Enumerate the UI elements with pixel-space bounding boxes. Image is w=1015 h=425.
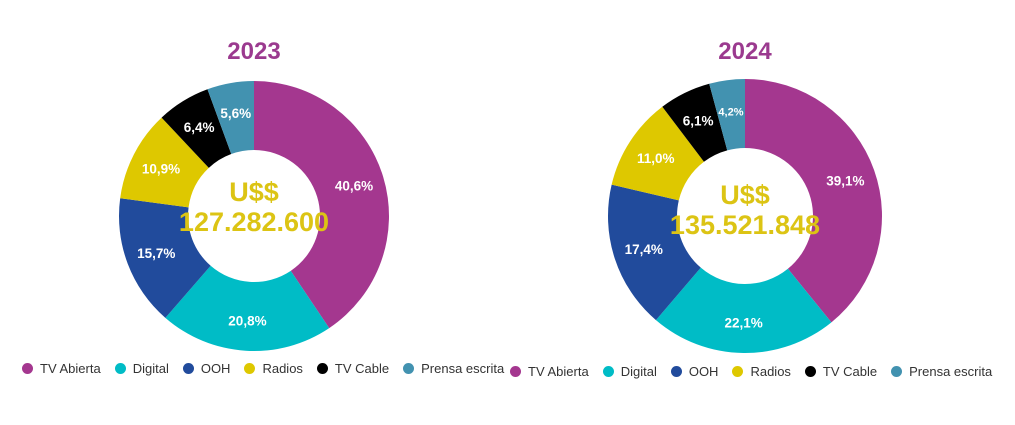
legend-swatch [510, 366, 521, 377]
legend-swatch [114, 363, 126, 374]
slice-digital [655, 267, 832, 353]
slice-prensa-escrita [709, 79, 745, 151]
legend-swatch [602, 366, 614, 377]
chart-title-2023: 2023 [227, 38, 281, 65]
currency-label: U$$ [229, 177, 279, 207]
legend-item: TV Abierta [510, 364, 589, 379]
legend-swatch [732, 366, 744, 377]
legend-item: Prensa escrita [891, 364, 992, 379]
legend-label: Radios [750, 364, 791, 379]
total-value: 127.282.600 [178, 207, 330, 237]
legend-item: OOH [182, 361, 231, 376]
data-label: 15,7% [137, 246, 175, 261]
data-label: 40,6% [335, 179, 373, 194]
slice-tv-cable [662, 83, 728, 162]
legend-label: Digital [620, 364, 657, 379]
data-label: 11,0% [637, 151, 675, 166]
center-total-2024: U$$ 135.521.848 [670, 180, 820, 240]
legend-label: TV Cable [822, 364, 878, 379]
legend-item: TV Abierta [22, 361, 101, 376]
legend-label: TV Abierta [528, 364, 589, 379]
slice-digital [165, 265, 330, 352]
slice-radios [120, 117, 209, 208]
slice-radios [611, 106, 704, 201]
slice-tv-abierta [745, 79, 882, 323]
legend-label: OOH [200, 361, 231, 376]
legend-swatch [403, 363, 415, 374]
legend-item: OOH [670, 364, 719, 379]
legend-label: TV Cable [334, 361, 390, 376]
legend-swatch [891, 366, 903, 377]
legend-label: OOH [688, 364, 719, 379]
legend-swatch [316, 363, 328, 374]
center-total-2023: U$$ 127.282.600 [179, 177, 329, 237]
data-label: 6,1% [683, 113, 714, 128]
legend-2024: TV Abierta Digital OOH Radios TV Cable Prensa… [510, 364, 1006, 379]
data-label: 5,6% [220, 106, 251, 121]
legend-item: Radios [244, 361, 303, 376]
chart-title-2024: 2024 [718, 38, 772, 65]
data-label: 22,1% [725, 315, 763, 330]
total-value: 135.521.848 [669, 210, 821, 240]
legend-item: Digital [114, 361, 169, 376]
legend-swatch [22, 363, 33, 374]
legend-item: Prensa escrita [403, 361, 504, 376]
legend-swatch [670, 366, 682, 377]
slice-prensa-escrita [207, 81, 254, 155]
legend-swatch [182, 363, 194, 374]
legend-2023: TV Abierta Digital OOH Radios TV Cable Prensa… [22, 361, 518, 376]
legend-item: TV Cable [316, 361, 390, 376]
legend-item: Radios [732, 364, 791, 379]
data-label: 6,4% [184, 120, 215, 135]
slice-ooh [607, 184, 701, 321]
slice-tv-abierta [254, 81, 389, 329]
legend-swatch [804, 366, 816, 377]
data-label: 10,9% [142, 161, 180, 176]
legend-label: Prensa escrita [421, 361, 505, 376]
slice-ooh [118, 198, 211, 318]
data-label: 17,4% [625, 242, 663, 257]
data-label: 39,1% [826, 173, 864, 188]
data-label: 20,8% [228, 313, 266, 328]
currency-label: U$$ [720, 180, 770, 210]
legend-item: TV Cable [804, 364, 878, 379]
legend-label: Digital [132, 361, 169, 376]
legend-item: Digital [602, 364, 657, 379]
legend-label: Prensa escrita [909, 364, 993, 379]
slice-tv-cable [161, 89, 232, 168]
legend-swatch [244, 363, 256, 374]
legend-label: Radios [262, 361, 303, 376]
legend-label: TV Abierta [40, 361, 101, 376]
data-label: 4,2% [718, 106, 743, 118]
